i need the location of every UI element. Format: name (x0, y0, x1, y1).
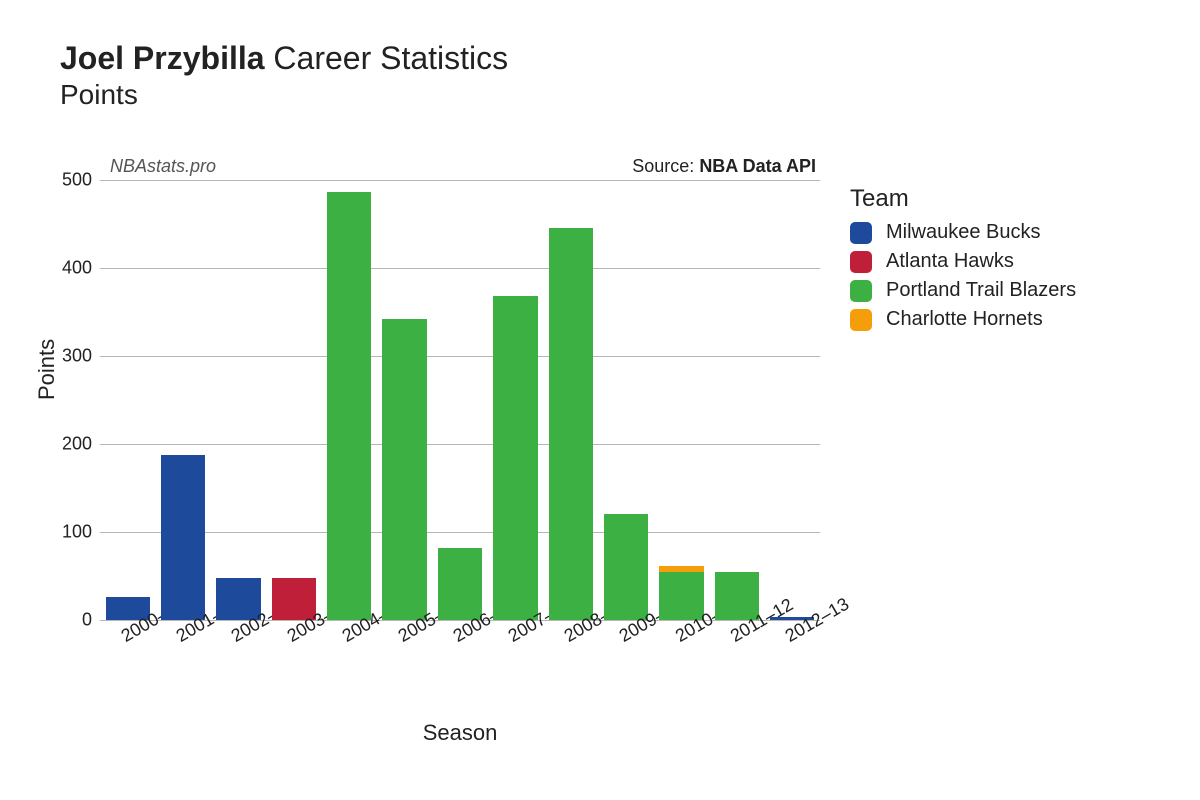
bar: 2011–12 (715, 180, 759, 620)
bar: 2007–08 (493, 180, 537, 620)
legend-item: Atlanta Hawks (850, 250, 1076, 273)
y-tick-label: 100 (62, 522, 100, 543)
legend-item: Milwaukee Bucks (850, 221, 1076, 244)
legend-swatch (850, 251, 872, 273)
legend-label: Charlotte Hornets (886, 308, 1043, 331)
bar: 2002–03 (216, 180, 260, 620)
bar: 2005–06 (382, 180, 426, 620)
bar-segment (327, 192, 371, 620)
chart-container: Joel Przybilla Career Statistics Points … (0, 0, 1200, 800)
source-name: NBA Data API (699, 156, 816, 176)
legend-title: Team (850, 185, 1076, 213)
x-tick-label: 2012–13 (777, 585, 853, 647)
watermark-text: NBAstats.pro (110, 156, 216, 177)
legend-swatch (850, 280, 872, 302)
bar-segment (161, 455, 205, 620)
title-suffix: Career Statistics (273, 40, 508, 76)
legend-label: Milwaukee Bucks (886, 221, 1041, 244)
bar: 2012–13 (770, 180, 814, 620)
chart-subtitle: Points (60, 79, 508, 111)
bar: 2003–04 (272, 180, 316, 620)
legend: Team Milwaukee Bucks Atlanta Hawks Portlan… (850, 185, 1076, 337)
y-tick-label: 300 (62, 346, 100, 367)
bar-segment (659, 566, 703, 572)
y-axis-title: Points (34, 339, 60, 400)
legend-item: Portland Trail Blazers (850, 279, 1076, 302)
legend-item: Charlotte Hornets (850, 308, 1076, 331)
bar: 2000–01 (106, 180, 150, 620)
bar: 2001–02 (161, 180, 205, 620)
legend-swatch (850, 309, 872, 331)
source-prefix: Source: (632, 156, 699, 176)
y-tick-label: 500 (62, 170, 100, 191)
legend-swatch (850, 222, 872, 244)
y-tick-label: 200 (62, 434, 100, 455)
bar: 2008–09 (549, 180, 593, 620)
bar: 2006–07 (438, 180, 482, 620)
player-name: Joel Przybilla (60, 40, 265, 76)
y-tick-label: 0 (82, 610, 100, 631)
bar: 2009–10 (604, 180, 648, 620)
x-axis-title: Season (100, 720, 820, 746)
bar-segment (549, 228, 593, 620)
title-block: Joel Przybilla Career Statistics Points (60, 40, 508, 111)
y-tick-label: 400 (62, 258, 100, 279)
plot-area: NBAstats.pro Source: NBA Data API 010020… (100, 180, 820, 620)
bar: 2010–11 (659, 180, 703, 620)
bar-segment (382, 319, 426, 620)
legend-label: Atlanta Hawks (886, 250, 1014, 273)
bar-segment (493, 296, 537, 620)
legend-label: Portland Trail Blazers (886, 279, 1076, 302)
source-label: Source: NBA Data API (632, 156, 816, 177)
chart-title: Joel Przybilla Career Statistics (60, 40, 508, 77)
bar: 2004–05 (327, 180, 371, 620)
